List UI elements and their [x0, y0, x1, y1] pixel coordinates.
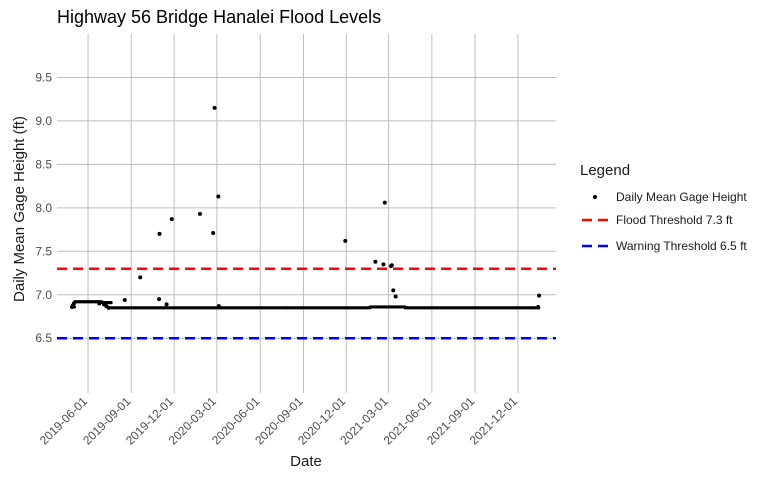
data-point	[382, 200, 387, 205]
y-axis-ticks: 6.5 7.0 7.5 8.0 8.5 9.0 9.5	[35, 70, 52, 345]
chart-title: Highway 56 Bridge Hanalei Flood Levels	[57, 7, 381, 27]
threshold-lines	[57, 267, 556, 340]
data-point	[381, 262, 386, 267]
y-tick-label: 8.5	[35, 157, 52, 171]
data-point	[536, 304, 541, 309]
legend-label-flood-threshold: Flood Threshold 7.3 ft	[616, 213, 733, 227]
y-tick-label: 7.5	[35, 244, 52, 258]
data-point	[393, 294, 398, 299]
data-point	[391, 288, 396, 293]
data-point	[389, 263, 394, 268]
data-point	[97, 301, 102, 306]
gridlines	[57, 34, 556, 393]
data-point	[343, 238, 348, 243]
data-point	[216, 304, 221, 309]
data-point	[197, 211, 202, 216]
data-point	[211, 231, 216, 236]
data-point	[157, 297, 162, 302]
y-tick-label: 7.0	[35, 288, 52, 302]
data-point	[164, 302, 169, 307]
data-point	[216, 194, 221, 199]
data-point	[373, 259, 378, 264]
legend: Legend Daily Mean Gage Height Flood Thre…	[580, 162, 747, 253]
y-tick-label: 9.0	[35, 114, 52, 128]
data-point	[71, 301, 76, 306]
x-axis-title: Date	[290, 453, 322, 470]
data-point	[122, 297, 127, 302]
y-tick-label: 8.0	[35, 201, 52, 215]
data-point	[537, 293, 542, 298]
legend-key-gage-height	[593, 195, 597, 199]
data-points	[70, 105, 542, 310]
legend-title: Legend	[580, 162, 630, 179]
y-axis-title: Daily Mean Gage Height (ft)	[11, 116, 28, 302]
data-point	[169, 217, 174, 222]
data-point	[106, 305, 111, 310]
data-point	[157, 231, 162, 236]
data-point	[138, 275, 143, 280]
y-tick-label: 6.5	[35, 331, 52, 345]
y-tick-label: 9.5	[35, 70, 52, 84]
legend-label-gage-height: Daily Mean Gage Height	[616, 190, 747, 204]
data-point	[212, 105, 217, 110]
legend-label-warning-threshold: Warning Threshold 6.5 ft	[616, 239, 747, 253]
